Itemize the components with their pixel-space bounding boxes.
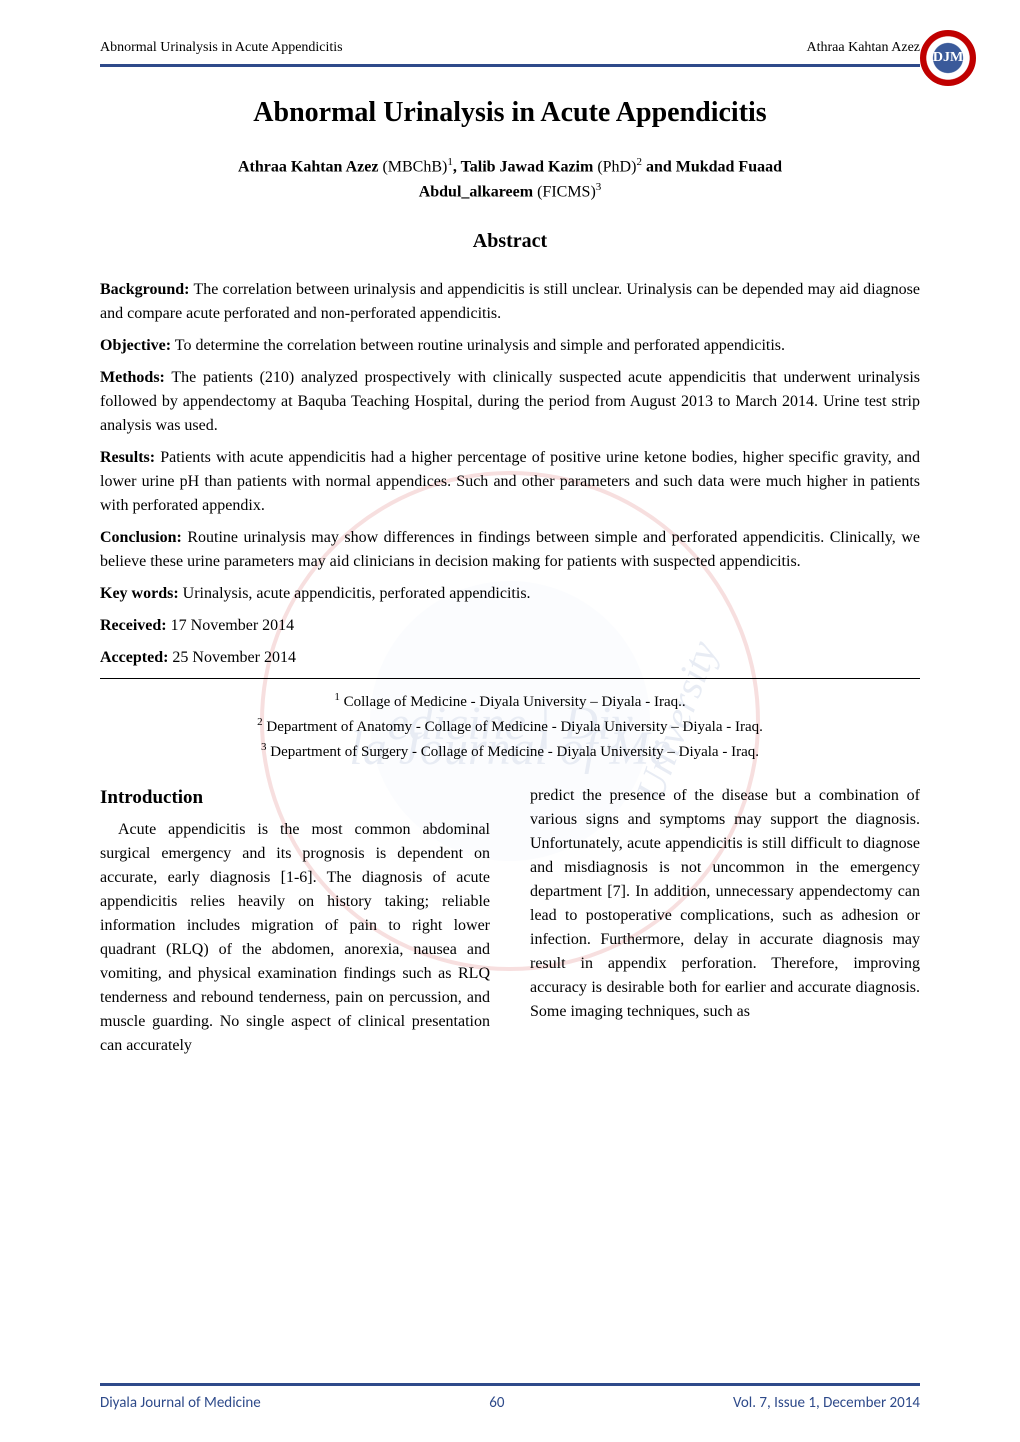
- background-text: The correlation between urinalysis and a…: [100, 281, 920, 322]
- authors-block: Athraa Kahtan Azez (MBChB)1, Talib Jawad…: [100, 154, 920, 205]
- conclusion-label: Conclusion:: [100, 529, 182, 546]
- affiliations-block: 1 Collage of Medicine - Diyala Universit…: [100, 689, 920, 764]
- aff-2-text: Department of Anatomy - Collage of Medic…: [263, 719, 763, 735]
- aff-1-text: Collage of Medicine - Diyala University …: [340, 694, 686, 710]
- abstract-objective: Objective: To determine the correlation …: [100, 334, 920, 358]
- column-left: Introduction Acute appendicitis is the m…: [100, 784, 490, 1059]
- author-2-name: Talib Jawad Kazim: [461, 158, 594, 175]
- author-1-degree: (MBChB): [378, 158, 447, 175]
- accepted-label: Accepted:: [100, 649, 168, 666]
- abstract-results: Results: Patients with acute appendiciti…: [100, 446, 920, 518]
- keywords-text: Urinalysis, acute appendicitis, perforat…: [179, 585, 531, 602]
- affiliation-2: 2 Department of Anatomy - Collage of Med…: [100, 714, 920, 739]
- received-text: 17 November 2014: [167, 617, 295, 634]
- intro-paragraph-right: predict the presence of the disease but …: [530, 784, 920, 1024]
- authors-sep-1: ,: [453, 158, 461, 175]
- footer-divider: [100, 1383, 920, 1386]
- running-author: Athraa Kahtan Azez: [807, 40, 921, 56]
- results-text: Patients with acute appendicitis had a h…: [100, 449, 920, 514]
- conclusion-text: Routine urinalysis may show differences …: [100, 529, 920, 570]
- keywords-label: Key words:: [100, 585, 179, 602]
- abstract-background: Background: The correlation between urin…: [100, 278, 920, 326]
- body-columns: Introduction Acute appendicitis is the m…: [100, 784, 920, 1059]
- author-2-degree: (PhD): [593, 158, 636, 175]
- objective-label: Objective:: [100, 337, 171, 354]
- author-3-degree: (FICMS): [533, 184, 596, 201]
- methods-label: Methods:: [100, 369, 165, 386]
- abstract-heading: Abstract: [100, 230, 920, 253]
- author-3-name-cont: Abdul_alkareem: [419, 184, 533, 201]
- introduction-heading: Introduction: [100, 784, 490, 813]
- author-3-name: Mukdad Fuaad: [676, 158, 782, 175]
- accepted-text: 25 November 2014: [168, 649, 296, 666]
- article-title: Abnormal Urinalysis in Acute Appendiciti…: [100, 97, 920, 129]
- footer-page-number: 60: [489, 1394, 504, 1412]
- running-header: Abnormal Urinalysis in Acute Appendiciti…: [100, 40, 920, 56]
- page-footer: Diyala Journal of Medicine 60 Vol. 7, Is…: [100, 1383, 920, 1412]
- authors-line-1: Athraa Kahtan Azez (MBChB)1, Talib Jawad…: [100, 154, 920, 179]
- abstract-keywords: Key words: Urinalysis, acute appendiciti…: [100, 582, 920, 606]
- objective-text: To determine the correlation between rou…: [171, 337, 785, 354]
- methods-text: The patients (210) analyzed prospectivel…: [100, 369, 920, 434]
- footer-journal: Diyala Journal of Medicine: [100, 1394, 261, 1412]
- aff-3-text: Department of Surgery - Collage of Medic…: [267, 744, 760, 760]
- received-label: Received:: [100, 617, 167, 634]
- abstract-accepted: Accepted: 25 November 2014: [100, 646, 920, 670]
- header-divider: [100, 64, 920, 67]
- affiliation-3: 3 Department of Surgery - Collage of Med…: [100, 739, 920, 764]
- authors-sep-2: and: [642, 158, 676, 175]
- abstract-conclusion: Conclusion: Routine urinalysis may show …: [100, 526, 920, 574]
- footer-row: Diyala Journal of Medicine 60 Vol. 7, Is…: [100, 1394, 920, 1412]
- running-title: Abnormal Urinalysis in Acute Appendiciti…: [100, 40, 343, 56]
- affiliation-1: 1 Collage of Medicine - Diyala Universit…: [100, 689, 920, 714]
- results-label: Results:: [100, 449, 155, 466]
- author-1-name: Athraa Kahtan Azez: [238, 158, 378, 175]
- background-label: Background:: [100, 281, 190, 298]
- intro-paragraph-left: Acute appendicitis is the most common ab…: [100, 818, 490, 1058]
- footer-issue: Vol. 7, Issue 1, December 2014: [733, 1394, 920, 1412]
- authors-line-2: Abdul_alkareem (FICMS)3: [100, 179, 920, 204]
- affiliations-divider: [100, 678, 920, 679]
- abstract-received: Received: 17 November 2014: [100, 614, 920, 638]
- author-3-sup: 3: [596, 181, 602, 193]
- column-right: predict the presence of the disease but …: [530, 784, 920, 1059]
- abstract-methods: Methods: The patients (210) analyzed pro…: [100, 366, 920, 438]
